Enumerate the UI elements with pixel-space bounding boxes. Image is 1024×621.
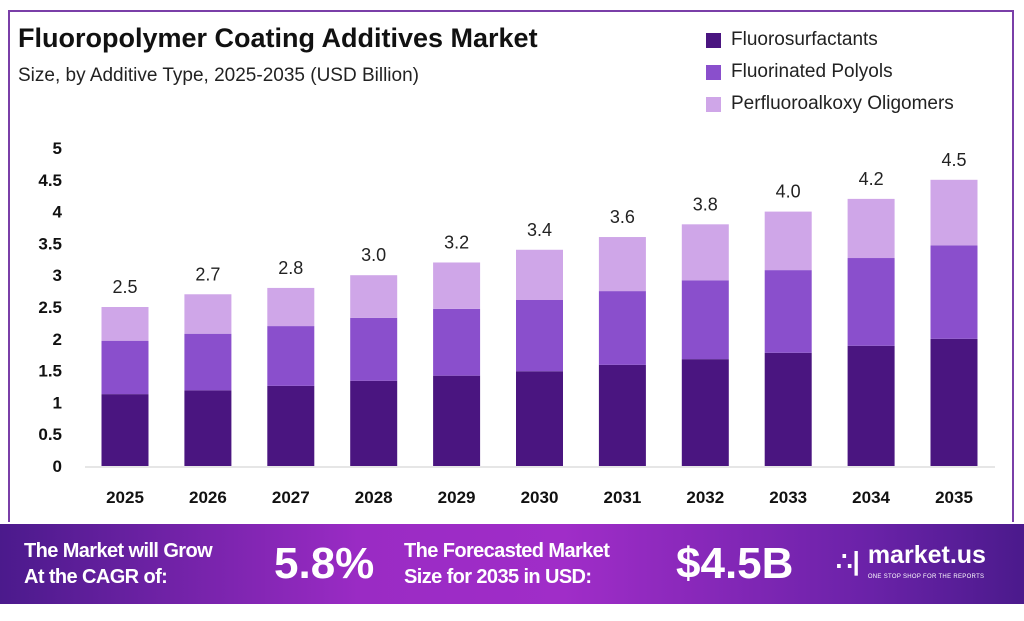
forecast-label-line1: The Forecasted Market — [404, 540, 610, 562]
bar-segment — [598, 364, 646, 466]
bar-segment — [930, 338, 978, 466]
legend-swatch — [706, 64, 721, 80]
x-tick-label: 2035 — [935, 488, 973, 507]
y-tick-label: 3 — [53, 266, 62, 285]
bar-segment — [516, 371, 563, 466]
x-tick-label: 2031 — [603, 488, 641, 507]
legend: Fluorosurfactants Fluorinated Polyols Perf… — [706, 24, 954, 120]
stacked-bar-chart: 0 0.5 1 1.5 2 2.5 3 3.5 4 4.5 5 2.5 2025 2.7 2026 2.8 20… — [38, 139, 995, 507]
bar-total-label: 3.2 — [444, 232, 469, 252]
bar-segment — [101, 307, 149, 341]
bar-segment — [764, 352, 812, 466]
legend-label: Perfluoroalkoxy Oligomers — [731, 93, 954, 114]
chart-subtitle: Size, by Additive Type, 2025-2035 (USD B… — [18, 65, 419, 86]
bar-segment — [681, 359, 729, 466]
bar-segment — [764, 270, 812, 353]
bar-total-label: 2.5 — [112, 277, 137, 297]
bar-segment — [184, 294, 232, 334]
bar-total-label: 2.8 — [278, 258, 303, 278]
bar-segment — [598, 237, 646, 292]
bar-total-label: 4.0 — [776, 182, 801, 202]
bar-segment — [350, 380, 398, 466]
bar-total-label: 4.2 — [859, 169, 884, 189]
legend-item: Fluorosurfactants — [706, 24, 954, 56]
summary-banner: The Market will Grow At the CAGR of: 5.8%… — [0, 524, 1024, 604]
legend-item: Fluorinated Polyols — [706, 56, 954, 88]
bar-segment — [350, 317, 398, 381]
bar-segment — [101, 394, 149, 466]
bar-total-label: 3.0 — [361, 245, 386, 265]
bar-total-label: 3.6 — [610, 207, 635, 227]
forecast-label: The Forecasted Market Size for 2035 in US… — [404, 538, 610, 590]
x-tick-label: 2032 — [686, 488, 724, 507]
legend-swatch — [706, 96, 721, 112]
legend-swatch — [706, 32, 721, 48]
bar-segment — [930, 245, 978, 339]
bar-segment — [847, 345, 895, 466]
x-tick-label: 2033 — [769, 488, 807, 507]
cagr-label-line2: At the CAGR of: — [24, 566, 168, 588]
x-tick-label: 2028 — [355, 488, 393, 507]
x-tick-label: 2026 — [189, 488, 227, 507]
legend-label: Fluorinated Polyols — [731, 61, 893, 82]
y-tick-label: 2.5 — [38, 298, 62, 317]
logo-tagline: ONE STOP SHOP FOR THE REPORTS — [867, 574, 985, 580]
bar-segment — [516, 249, 563, 301]
bar-segment — [681, 224, 729, 281]
cagr-label-line1: The Market will Grow — [24, 540, 213, 562]
bar-segment — [764, 211, 812, 271]
forecast-label-line2: Size for 2035 in USD: — [404, 566, 592, 588]
y-tick-label: 3.5 — [38, 234, 62, 253]
cagr-label: The Market will Grow At the CAGR of: — [24, 538, 213, 590]
bar-segment — [598, 291, 646, 365]
y-tick-label: 4.5 — [38, 171, 62, 190]
legend-label: Fluorosurfactants — [731, 29, 878, 50]
y-tick-label: 0 — [53, 457, 62, 476]
bar-total-label: 4.5 — [941, 150, 966, 170]
bar-segment — [516, 300, 563, 372]
logo-icon: ∴| — [836, 545, 860, 576]
x-tick-label: 2029 — [438, 488, 476, 507]
chart-frame — [8, 10, 1014, 522]
y-tick-label: 1.5 — [38, 362, 62, 381]
x-tick-label: 2030 — [521, 488, 559, 507]
bar-segment — [184, 390, 232, 466]
bar-segment — [184, 333, 232, 391]
y-tick-label: 5 — [53, 139, 62, 158]
marketus-logo: ∴| market.us ONE STOP SHOP FOR THE REPORT… — [836, 540, 986, 582]
bar-segment — [681, 280, 729, 360]
bar-segment — [267, 385, 315, 466]
bar-total-label: 3.4 — [527, 220, 552, 240]
bar-segment — [930, 179, 978, 246]
bar-segment — [433, 308, 481, 376]
bar-segment — [433, 375, 481, 466]
chart-title: Fluoropolymer Coating Additives Market — [18, 23, 538, 53]
y-tick-label: 0.5 — [38, 425, 62, 444]
bar-segment — [847, 258, 895, 346]
y-tick-label: 4 — [53, 203, 63, 222]
cagr-value: 5.8% — [274, 539, 375, 588]
bar-total-label: 2.7 — [195, 264, 220, 284]
bar-segment — [267, 326, 315, 386]
bar-segment — [101, 340, 149, 395]
x-tick-label: 2027 — [272, 488, 310, 507]
bar-segment — [847, 198, 895, 259]
y-tick-label: 2 — [53, 330, 62, 349]
logo-text: market.us — [867, 541, 986, 569]
y-tick-label: 1 — [53, 393, 62, 412]
bar-total-label: 3.8 — [693, 194, 718, 214]
legend-item: Perfluoroalkoxy Oligomers — [706, 88, 954, 120]
bar-segment — [433, 262, 481, 309]
x-tick-label: 2025 — [106, 488, 144, 507]
forecast-value: $4.5B — [676, 539, 794, 588]
bar-segment — [350, 275, 398, 318]
bar-segment — [267, 287, 315, 327]
x-tick-label: 2034 — [852, 488, 890, 507]
